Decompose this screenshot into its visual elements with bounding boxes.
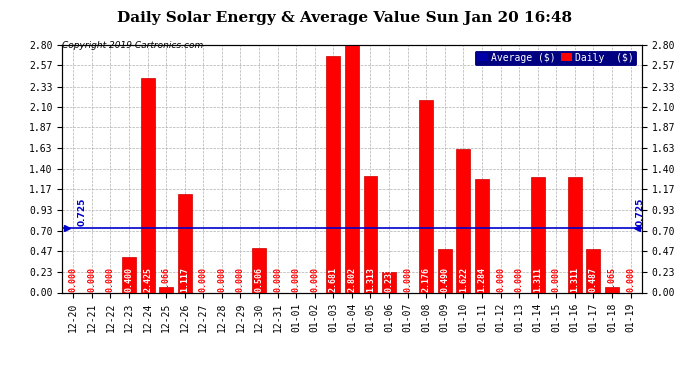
Text: 0.725: 0.725	[78, 197, 87, 226]
Text: 0.000: 0.000	[217, 267, 226, 292]
Text: 0.506: 0.506	[255, 267, 264, 292]
Text: 0.490: 0.490	[440, 267, 449, 292]
Bar	[382, 272, 396, 292]
Text: 0.065: 0.065	[607, 267, 616, 292]
Bar	[605, 287, 619, 292]
Text: 1.622: 1.622	[459, 267, 468, 292]
Bar	[141, 78, 155, 292]
Text: 1.311: 1.311	[533, 267, 542, 292]
Text: 1.311: 1.311	[571, 267, 580, 292]
Text: 0.487: 0.487	[589, 267, 598, 292]
Bar	[364, 177, 377, 292]
Text: 0.000: 0.000	[626, 267, 635, 292]
Bar	[420, 100, 433, 292]
Text: 0.066: 0.066	[161, 267, 170, 292]
Bar	[122, 257, 136, 292]
Bar	[252, 248, 266, 292]
Text: 2.802: 2.802	[347, 267, 357, 292]
Text: 0.000: 0.000	[273, 267, 282, 292]
Text: 0.233: 0.233	[384, 267, 393, 292]
Text: 0.000: 0.000	[236, 267, 245, 292]
Bar	[531, 177, 544, 292]
Bar	[586, 249, 600, 292]
Bar	[438, 249, 452, 292]
Bar	[345, 45, 359, 292]
Legend: Average ($), Daily  ($): Average ($), Daily ($)	[473, 50, 637, 66]
Bar	[159, 286, 173, 292]
Text: 0.000: 0.000	[515, 267, 524, 292]
Text: Copyright 2019 Cartronics.com: Copyright 2019 Cartronics.com	[62, 41, 204, 50]
Text: 0.000: 0.000	[106, 267, 115, 292]
Bar	[456, 149, 471, 292]
Text: 0.000: 0.000	[552, 267, 561, 292]
Bar	[326, 56, 340, 292]
Bar	[178, 194, 192, 292]
Text: 1.284: 1.284	[477, 267, 486, 292]
Text: Daily Solar Energy & Average Value Sun Jan 20 16:48: Daily Solar Energy & Average Value Sun J…	[117, 11, 573, 25]
Text: 0.400: 0.400	[124, 267, 133, 292]
Text: 0.000: 0.000	[403, 267, 412, 292]
Text: 0.000: 0.000	[88, 267, 97, 292]
Text: 0.725: 0.725	[635, 197, 644, 226]
Bar	[475, 179, 489, 292]
Text: 0.000: 0.000	[199, 267, 208, 292]
Text: 1.313: 1.313	[366, 267, 375, 292]
Text: 2.425: 2.425	[143, 267, 152, 292]
Text: 0.000: 0.000	[69, 267, 78, 292]
Text: 0.000: 0.000	[310, 267, 319, 292]
Text: 0.000: 0.000	[496, 267, 505, 292]
Text: 0.000: 0.000	[292, 267, 301, 292]
Text: 2.176: 2.176	[422, 267, 431, 292]
Text: 2.681: 2.681	[329, 267, 338, 292]
Text: 1.117: 1.117	[180, 267, 189, 292]
Bar	[568, 177, 582, 292]
